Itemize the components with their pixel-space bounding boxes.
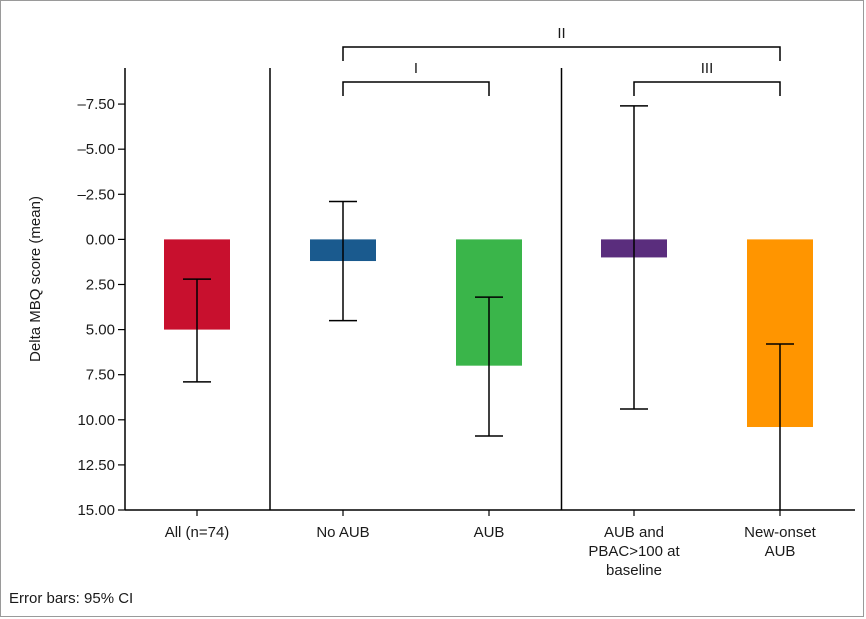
y-tick-label: 2.50	[86, 276, 115, 293]
x-tick-label: AUB and	[604, 524, 664, 541]
significance-bracket	[342, 46, 781, 61]
x-tick-label: PBAC>100 at	[588, 543, 680, 560]
y-tick-label: 7.50	[86, 367, 115, 384]
significance-bracket	[633, 81, 781, 96]
footnote: Error bars: 95% CI	[9, 590, 134, 607]
y-tick-label: 15.00	[77, 502, 115, 519]
bracket-label: II	[557, 25, 565, 42]
y-tick-label: –2.50	[77, 186, 115, 203]
y-axis-title: Delta MBQ score (mean)	[27, 196, 44, 362]
x-tick-label: AUB	[474, 524, 505, 541]
bracket-label: I	[414, 60, 418, 77]
x-tick-label: baseline	[606, 562, 662, 579]
y-tick-label: 12.50	[77, 457, 115, 474]
y-tick-label: –7.50	[77, 96, 115, 113]
x-tick-label: New-onset	[744, 524, 817, 541]
y-tick-label: 5.00	[86, 322, 115, 339]
x-tick-label: AUB	[765, 543, 796, 560]
y-tick-label: 0.00	[86, 231, 115, 248]
x-tick-label: No AUB	[316, 524, 369, 541]
y-tick-label: 10.00	[77, 412, 115, 429]
y-tick-label: –5.00	[77, 141, 115, 158]
significance-bracket	[342, 81, 490, 96]
x-tick-label: All (n=74)	[165, 524, 230, 541]
bracket-label: III	[701, 60, 714, 77]
